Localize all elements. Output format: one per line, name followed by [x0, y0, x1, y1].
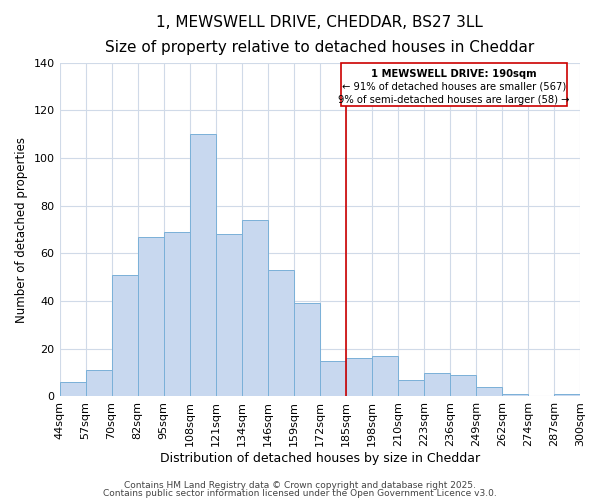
Bar [215, 234, 242, 396]
Bar [86, 370, 112, 396]
Bar [398, 380, 424, 396]
Bar [450, 375, 476, 396]
Bar [424, 372, 450, 396]
Bar [268, 270, 294, 396]
X-axis label: Distribution of detached houses by size in Cheddar: Distribution of detached houses by size … [160, 452, 480, 465]
Text: Contains HM Land Registry data © Crown copyright and database right 2025.: Contains HM Land Registry data © Crown c… [124, 481, 476, 490]
FancyBboxPatch shape [341, 62, 567, 106]
Bar [294, 304, 320, 396]
Bar [372, 356, 398, 397]
Text: 1 MEWSWELL DRIVE: 190sqm: 1 MEWSWELL DRIVE: 190sqm [371, 68, 536, 78]
Bar [554, 394, 580, 396]
Bar [137, 236, 164, 396]
Text: ← 91% of detached houses are smaller (567): ← 91% of detached houses are smaller (56… [341, 82, 566, 92]
Bar [502, 394, 528, 396]
Text: 9% of semi-detached houses are larger (58) →: 9% of semi-detached houses are larger (5… [338, 95, 569, 105]
Bar [320, 360, 346, 396]
Bar [112, 275, 137, 396]
Bar [476, 387, 502, 396]
Bar [59, 382, 86, 396]
Bar [242, 220, 268, 396]
Text: Contains public sector information licensed under the Open Government Licence v3: Contains public sector information licen… [103, 488, 497, 498]
Bar [164, 232, 190, 396]
Y-axis label: Number of detached properties: Number of detached properties [15, 136, 28, 322]
Bar [346, 358, 372, 397]
Bar [190, 134, 215, 396]
Title: 1, MEWSWELL DRIVE, CHEDDAR, BS27 3LL
Size of property relative to detached house: 1, MEWSWELL DRIVE, CHEDDAR, BS27 3LL Siz… [105, 15, 535, 54]
